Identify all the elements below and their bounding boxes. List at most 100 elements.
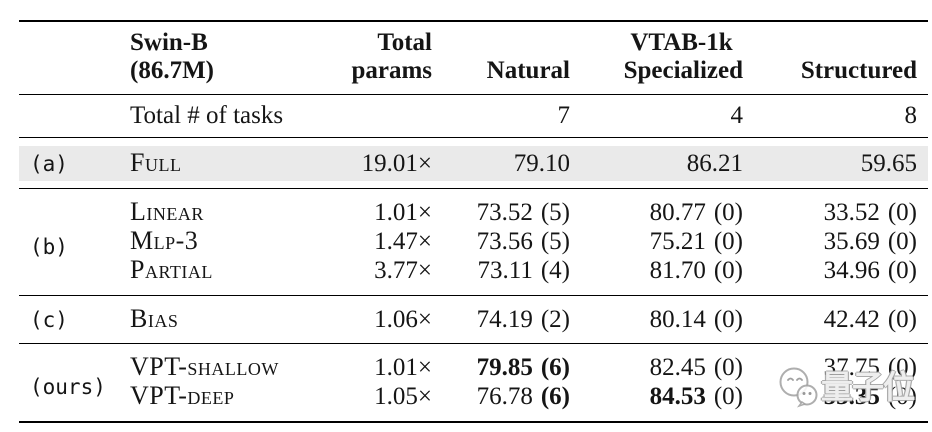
win-count: (0) [713, 198, 743, 226]
cell-total-params: 1.01× [374, 353, 432, 381]
score-value: 79.85 [476, 353, 533, 381]
method-name: VPT-deep [130, 382, 305, 421]
method-label: VPT-shallow [130, 352, 279, 381]
group-tag-c: (c) [19, 296, 130, 344]
method-name: Linear [130, 188, 305, 227]
header-model-params: (86.7M) [130, 57, 305, 95]
cell-structured: 37.75 (0) [743, 344, 928, 382]
cell-total-params: 3.77× [305, 256, 435, 296]
vtab-results-table: Swin-B Total VTAB-1k (86.7M) params Natu… [19, 20, 929, 423]
cell-specialized: 82.45 (0) [570, 344, 743, 382]
cell-total-params: 1.01× [305, 188, 435, 227]
row-partial: Partial 3.77× 73.11 (4) 81.70 (0) 34.96 (0) [19, 256, 929, 296]
tasks-count-row: Total # of tasks 7 4 8 [19, 95, 929, 138]
score-value: 79.10 [513, 149, 570, 177]
win-count: (0) [887, 305, 918, 333]
header-specialized: Specialized [570, 57, 743, 95]
row-vpt-shallow: (ours) VPT-shallow 1.01× 79.85 (6) 82.45(… [19, 344, 928, 400]
win-count: (0) [713, 256, 743, 284]
row-mlp3: Mlp-3 1.47× 73.56 (5) 75.21 (0) 35.69 (0) [19, 227, 928, 256]
win-count: (4) [540, 256, 570, 284]
header-spacer [19, 57, 130, 95]
cell-specialized: 81.70 (0) [570, 256, 743, 296]
win-count: (0) [713, 305, 743, 333]
method-name: Full [130, 138, 305, 188]
score-value: 73.56 [476, 227, 533, 255]
header-total-params-line2: params [305, 57, 435, 95]
cell-specialized: 75.21 (0) [570, 227, 743, 256]
cell-natural: 73.56 (5) [435, 227, 570, 256]
win-count: (5) [540, 198, 570, 226]
cell-specialized: 80.77 (0) [570, 188, 743, 227]
cell-natural: 79.10 [435, 138, 570, 188]
score-value: 75.21 [649, 227, 706, 255]
win-count: (6) [540, 353, 570, 381]
score-value: 81.70 [649, 256, 706, 284]
score-value: 76.78 [476, 382, 533, 410]
header-row-1: Swin-B Total VTAB-1k [19, 22, 928, 57]
tasks-row-label: Total # of tasks [130, 95, 435, 138]
tasks-row-spacer [19, 95, 130, 138]
score-value: 73.52 [476, 198, 533, 226]
win-count: (0) [887, 353, 918, 381]
cell-natural: 76.78 (6) [435, 382, 570, 421]
method-label: Partial [130, 255, 213, 284]
group-tag-a: (a) [19, 138, 130, 188]
row-bias: (c) Bias 1.06× 74.19 (2) 80.14 (0) 42.42 (0… [19, 296, 929, 344]
header-model-name: Swin-B [130, 29, 208, 56]
header-natural: Natural [435, 57, 570, 95]
cell-specialized: 80.14 (0) [570, 296, 743, 344]
score-value: 80.14 [649, 305, 706, 333]
method-label: Linear [130, 197, 204, 226]
method-name: Mlp-3 [130, 227, 305, 256]
cell-structured: 59.65 [743, 138, 929, 188]
method-label: Mlp-3 [130, 226, 199, 255]
score-value: 53.35 [823, 382, 880, 410]
cell-natural: 79.85 (6) [435, 344, 570, 382]
win-count: (0) [887, 256, 918, 284]
tasks-specialized-count: 4 [570, 95, 743, 138]
cell-total-params: 1.05× [374, 382, 432, 410]
cell-total-params: 19.01× [305, 138, 435, 188]
tasks-structured-count: 8 [743, 95, 929, 138]
cell-structured: 42.42 (0) [743, 296, 929, 344]
cell-structured: 34.96 (0) [743, 256, 929, 296]
cell-total-params: 1.06× [305, 296, 435, 344]
header-spacer [19, 22, 130, 57]
cell-structured: 33.52 (0) [743, 188, 929, 227]
row-vpt-deep: VPT-deep 1.05× 76.78 (6) 84.53 (0) 53.35 (0… [19, 382, 928, 421]
win-count: (5) [540, 227, 570, 255]
win-count: (0) [713, 353, 743, 381]
tasks-natural-count: 7 [435, 95, 570, 138]
win-count: (0) [713, 382, 743, 410]
score-value: 84.53 [649, 382, 706, 410]
score-value: 86.21 [686, 149, 743, 177]
score-value: 42.42 [823, 305, 880, 333]
cell-specialized: 84.53 (0) [570, 382, 743, 421]
score-value: 33.52 [823, 198, 880, 226]
header-structured: Structured [743, 57, 929, 95]
win-count: (0) [887, 382, 918, 410]
cell-natural: 73.52 (5) [435, 188, 570, 227]
cell-natural: 74.19 (2) [435, 296, 570, 344]
win-count: (0) [713, 227, 743, 255]
row-full: (a) Full 19.01× 79.10 86.21 59.65 [19, 138, 929, 188]
group-tag-ours: (ours) [30, 375, 106, 399]
win-count: (2) [540, 305, 570, 333]
score-value: 82.45 [649, 353, 706, 381]
cell-structured: 53.35 (0) [743, 382, 928, 421]
score-value: 34.96 [823, 256, 880, 284]
row-linear: (b) Linear 1.01× 73.52 (5) 80.77 (0) 33.52… [19, 188, 929, 296]
score-value: 35.69 [823, 227, 880, 255]
method-name: VPT-shallow [130, 344, 305, 382]
cell-natural: 73.11 (4) [435, 256, 570, 296]
method-name: Partial [130, 256, 305, 296]
method-label: Full [130, 148, 182, 177]
header-row-2: (86.7M) params Natural Specialized Struc… [19, 57, 929, 95]
method-label: Bias [130, 304, 179, 333]
score-value: 74.19 [476, 305, 533, 333]
header-vtab-group: VTAB-1k [630, 29, 733, 56]
group-tag-b: (b) [19, 188, 130, 296]
win-count: (0) [887, 198, 918, 226]
score-value: 80.77 [649, 198, 706, 226]
